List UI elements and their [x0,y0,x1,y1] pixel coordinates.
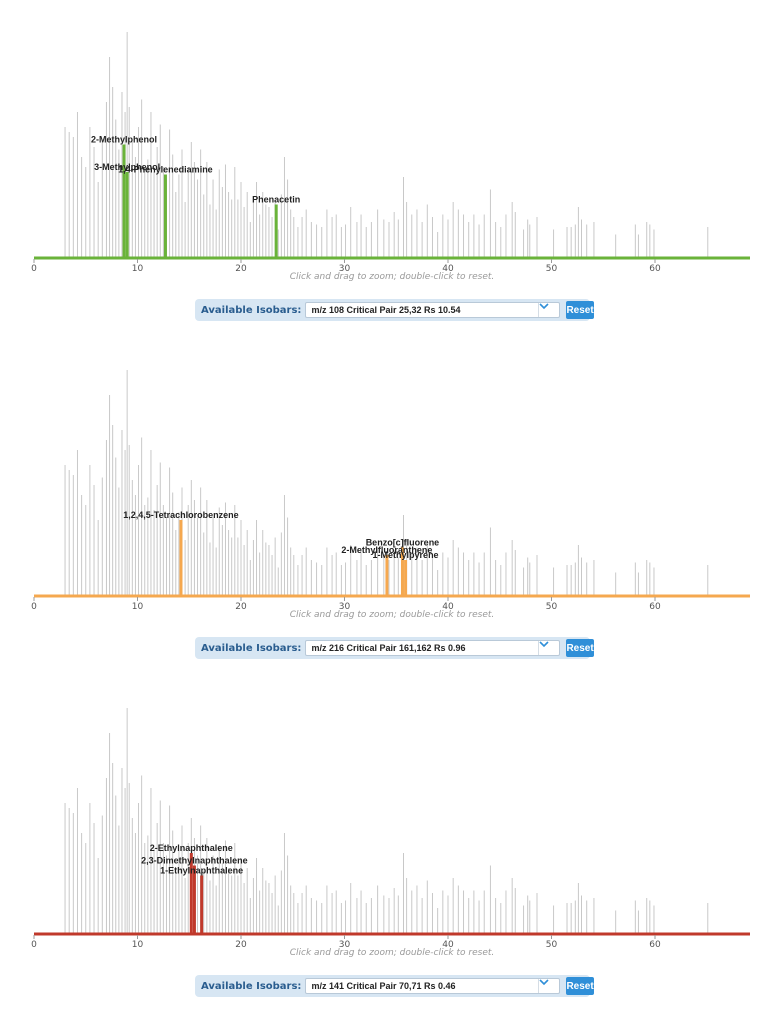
x-tick-label: 60 [649,264,661,274]
x-tick-label: 50 [546,940,558,950]
x-tick-label: 10 [132,602,144,612]
x-tick-label: 20 [235,602,247,612]
peak-label: 1,2,4,5-Tetrachlorobenzene [123,510,238,520]
peak-label: 2,3-Dimethylnaphthalene [141,856,248,866]
chromatogram-chart-2[interactable]: 0 10 20 30 40 50 60 Click and drag to zoom; dou… [0,338,779,628]
x-tick-label: 40 [442,602,454,612]
peak-label: 2-Ethylnaphthalene [150,843,233,853]
chevron-down-icon[interactable] [538,979,559,993]
x-tick-label: 50 [546,602,558,612]
chevron-down-icon[interactable] [538,303,559,317]
x-tick-label: 0 [31,940,37,950]
isobar-selector-bar: Available Isobars: m/z 108 Critical Pair… [195,299,594,321]
chromatogram-panel-3: 0 10 20 30 40 50 60 Click and drag to zoom; dou… [0,676,779,1014]
reset-button[interactable]: Reset [566,977,594,995]
x-tick-label: 20 [235,264,247,274]
chevron-down-icon[interactable] [538,641,559,655]
chromatogram-chart-3[interactable]: 0 10 20 30 40 50 60 Click and drag to zoom; dou… [0,676,779,966]
isobar-dropdown[interactable]: m/z 141 Critical Pair 70,71 Rs 0.46 [305,978,561,994]
chromatogram-panel-1: 0 10 20 30 40 50 60 Click and drag to zoom; dou… [0,0,779,338]
x-tick-label: 10 [132,940,144,950]
isobar-selector-bar: Available Isobars: m/z 141 Critical Pair… [195,975,594,997]
peak-label: 1,4-Phenylenediamine [118,165,213,175]
isobar-dropdown[interactable]: m/z 108 Critical Pair 25,32 Rs 10.54 [305,302,561,318]
chromatogram-chart-1[interactable]: 0 10 20 30 40 50 60 Click and drag to zoom; dou… [0,0,779,290]
isobar-selected-value: m/z 216 Critical Pair 161,162 Rs 0.96 [311,643,466,653]
isobar-selector-bar: Available Isobars: m/z 216 Critical Pair… [195,637,594,659]
x-tick-label: 0 [31,602,37,612]
isobar-title: Available Isobars: [201,304,302,316]
isobar-title: Available Isobars: [201,980,302,992]
isobar-selected-value: m/z 141 Critical Pair 70,71 Rs 0.46 [311,981,456,991]
peak-label: Phenacetin [252,195,300,205]
peak-label: 1-Ethylnaphthalene [160,866,243,876]
zoom-hint: Click and drag to zoom; double-click to … [290,610,495,620]
x-tick-label: 60 [649,940,661,950]
x-tick-label: 10 [132,264,144,274]
peak-label: 1-Methylpyrene [373,550,439,560]
x-tick-label: 30 [339,602,351,612]
chromatogram-panel-2: 0 10 20 30 40 50 60 Click and drag to zoom; dou… [0,338,779,676]
peak-label: Benzo[c]fluorene [366,538,440,548]
x-tick-label: 0 [31,264,37,274]
peak-label: 2-Methylphenol [91,135,157,145]
isobar-dropdown[interactable]: m/z 216 Critical Pair 161,162 Rs 0.96 [305,640,561,656]
peak-label: 2-Methylfluoranthene [341,545,432,555]
peak-label: 3-Methylphenol [94,162,160,172]
reset-button[interactable]: Reset [566,639,594,657]
reset-button[interactable]: Reset [566,301,594,319]
x-tick-label: 40 [442,940,454,950]
isobar-selected-value: m/z 108 Critical Pair 25,32 Rs 10.54 [311,305,461,315]
x-tick-label: 60 [649,602,661,612]
x-tick-label: 50 [546,264,558,274]
x-tick-label: 30 [339,940,351,950]
isobar-title: Available Isobars: [201,642,302,654]
zoom-hint: Click and drag to zoom; double-click to … [290,948,495,958]
x-tick-label: 40 [442,264,454,274]
x-tick-label: 30 [339,264,351,274]
zoom-hint: Click and drag to zoom; double-click to … [290,272,495,282]
x-tick-label: 20 [235,940,247,950]
